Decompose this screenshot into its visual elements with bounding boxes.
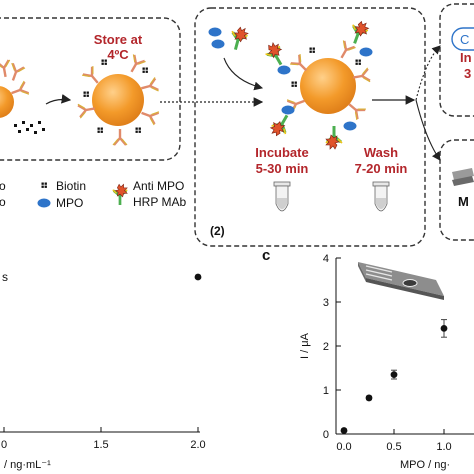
panel-c-xtick-label: 1.0: [436, 441, 451, 453]
right-partial-bottom: M: [458, 194, 469, 209]
arrow-step3-up: [415, 45, 441, 101]
left-bead-complex: [0, 58, 31, 118]
arrow-reagents: [223, 57, 264, 91]
legend-anti-1: Anti MPO: [133, 179, 184, 193]
step3a-box: [439, 3, 474, 117]
arrow-step1: [45, 94, 72, 105]
panel-c-point: [390, 371, 398, 378]
panel-b-ticks: 0 1.5 2.0: [1, 427, 206, 451]
step-number: (2): [210, 224, 225, 238]
right-partial-mid-1: In: [460, 50, 472, 65]
legend-biotin-icon: [41, 182, 47, 188]
panel-b-points: [194, 273, 202, 281]
legend-biotin: Biotin: [56, 179, 86, 193]
panel-c-ytick-label: 4: [323, 253, 329, 265]
electrode-inset-icon: [358, 262, 444, 300]
incubate-label-2: 5-30 min: [256, 161, 309, 176]
scheme: Store at 4ºC: [0, 3, 474, 247]
panel-b-xtick-label: 0: [1, 439, 7, 451]
store-bead-complex: [76, 53, 161, 147]
panel-c-label: c: [262, 247, 270, 264]
panel-b-xtick-label: 2.0: [190, 439, 205, 451]
electrode-icon: [452, 168, 474, 186]
panel-c-xlabel: MPO / ng·: [400, 459, 450, 471]
panel-c-xtick-label: 0.0: [336, 441, 351, 453]
tube-incubate-icon: [273, 181, 291, 212]
panel-c-ytick-label: 3: [323, 297, 329, 309]
panel-c-ylabel: I / μA: [299, 332, 311, 359]
panel-c-ytick-label: 2: [323, 341, 329, 353]
legend: o o Biotin MPO Anti MPO HRP MAb: [0, 179, 186, 210]
legend-partial-1: o: [0, 179, 6, 193]
tube-wash-icon: [372, 181, 390, 212]
hrp-antibody-reagent: [226, 23, 251, 54]
panel-c-point: [440, 325, 448, 332]
wash-label-2: 7-20 min: [355, 161, 408, 176]
panel-b-xtick-label: 1.5: [93, 439, 108, 451]
panel-c-ytick-label: 1: [323, 385, 329, 397]
panel-c-ytick-label: 0: [323, 429, 329, 441]
panel-c-point: [340, 427, 348, 434]
store-label-1: Store at: [94, 32, 143, 47]
wash-label-1: Wash: [364, 145, 398, 160]
right-partial-top: C: [460, 32, 469, 47]
panel-b: s 0 1.5 2.0 / ng·mL⁻¹: [0, 270, 206, 471]
panel-c-points: [340, 319, 448, 434]
panel-c-ticks: 0 1 2 3 4 0.0 0.5 1.0: [323, 253, 452, 453]
store-label-2: 4ºC: [107, 47, 129, 62]
mpo-reagents: [208, 27, 225, 49]
incubated-bead-complex: [261, 17, 373, 151]
panel-c-xtick-label: 0.5: [386, 441, 401, 453]
panel-b-xlabel: / ng·mL⁻¹: [4, 459, 51, 471]
panel-c-point: [365, 394, 373, 402]
panel-c: c I / μA MPO / ng· 0 1 2 3 4 0.0 0.5 1.0: [262, 247, 474, 471]
arrow-step3-down: [415, 99, 441, 161]
incubate-label-1: Incubate: [255, 145, 308, 160]
legend-mpo-icon: [37, 198, 51, 208]
step1-box: [0, 17, 181, 161]
panel-b-partial-symbol: s: [2, 270, 8, 284]
biotin-dots: [14, 121, 45, 134]
legend-partial-2: o: [0, 195, 6, 209]
legend-anti-2: HRP MAb: [133, 195, 186, 209]
legend-hrp-antibody-icon: [111, 182, 129, 207]
step3b-box: [439, 139, 474, 241]
legend-mpo: MPO: [56, 196, 83, 210]
right-partial-mid-2: 3: [464, 66, 471, 81]
right-pill: [451, 27, 474, 51]
step2-box: [194, 7, 426, 247]
panel-b-point: [194, 273, 202, 281]
